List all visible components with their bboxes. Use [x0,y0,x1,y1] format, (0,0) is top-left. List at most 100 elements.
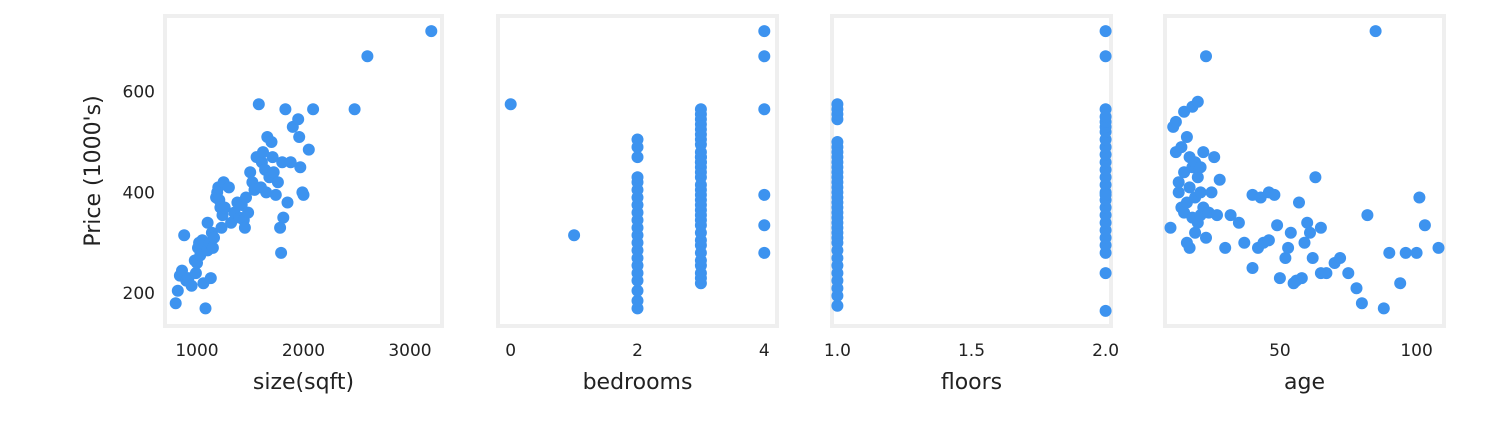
data-point [242,206,255,219]
plot-frame [496,14,779,328]
data-point [361,50,374,63]
data-point [222,181,235,194]
data-point [1361,209,1374,222]
data-point [1432,241,1445,254]
data-point [252,98,265,111]
x-tick-label: 1.0 [824,341,851,361]
data-point [292,113,305,126]
data-point [694,156,707,169]
plot-frame [830,14,1113,328]
data-point [1377,302,1390,315]
data-point [1175,141,1188,154]
data-point [297,188,310,201]
data-point [293,131,306,143]
data-point [260,186,273,199]
data-point [1314,221,1327,234]
data-point [1099,267,1112,280]
data-point [1306,252,1319,264]
x-tick-label: 2000 [282,341,325,361]
y-tick-label: 200 [123,284,155,304]
data-point [1254,191,1267,204]
data-point [185,279,198,292]
data-point [1413,191,1426,204]
data-point [206,241,219,254]
data-point [1271,219,1284,232]
data-point [1350,282,1363,295]
data-point [631,133,644,146]
x-tick-label: 4 [759,341,770,361]
data-point [1232,216,1245,229]
x-tick-label: 1.5 [958,341,985,361]
x-tick-label: 2.0 [1092,341,1119,361]
data-point [215,221,228,234]
data-point [1301,216,1314,229]
data-point [171,284,184,297]
data-point [238,221,251,234]
data-point [1164,221,1177,234]
data-point [348,103,361,116]
data-point [831,136,844,148]
data-point [1399,246,1412,259]
data-point [267,166,280,179]
data-point [271,176,284,189]
data-point [208,231,220,244]
data-point [266,151,279,164]
data-point [1189,226,1202,239]
data-point [1224,209,1237,222]
data-point [1410,246,1423,259]
data-point [1284,226,1297,239]
data-point [1194,186,1207,199]
data-point [1208,151,1221,164]
data-point [831,98,844,111]
data-point [1197,146,1210,159]
data-point [631,284,644,297]
data-point [240,191,252,204]
data-point [1293,196,1305,209]
data-point [199,302,212,315]
plot-frame [1163,14,1446,328]
data-point [1180,131,1193,143]
data-point [275,246,288,259]
data-point [568,229,581,242]
data-point [1298,236,1311,249]
data-point [218,201,231,214]
x-tick-label: 50 [1269,341,1291,361]
data-point [1205,186,1218,199]
data-point [1238,236,1251,249]
x-tick-label: 3000 [388,341,431,361]
data-point [1099,188,1112,201]
data-point [631,294,644,307]
data-point [1211,209,1223,222]
x-tick-label: 1000 [175,341,218,361]
data-point [1309,171,1322,184]
x-tick-label: 0 [505,341,516,361]
age-axis-label: age [1284,370,1325,395]
subplot-3: 1.0 1.5 2.0 floors [824,14,1119,395]
data-point [1099,103,1112,116]
data-point [758,103,771,116]
data-point [1282,241,1295,254]
data-point [1279,252,1292,264]
data-point [425,25,438,38]
data-point [1183,241,1196,254]
data-point [1334,252,1347,264]
data-point [1172,176,1185,189]
data-point [294,161,307,174]
data-point [1246,262,1259,274]
data-point [1304,226,1316,239]
y-tick-label: 400 [123,183,155,203]
data-point [1355,297,1368,310]
x-tick-label: 100 [1400,341,1432,361]
data-point [257,146,269,159]
data-point [1213,173,1226,186]
data-point [631,151,644,164]
subplot-2: 0 2 4 bedrooms [496,14,779,395]
subplot-1: 1000 2000 3000 200 400 600 size(sqft) Price (10… [81,14,444,395]
data-point [201,216,214,229]
data-point [1383,246,1396,259]
data-point [831,299,844,312]
data-point [1418,219,1431,232]
data-point [1191,171,1204,184]
data-point [1200,50,1212,63]
